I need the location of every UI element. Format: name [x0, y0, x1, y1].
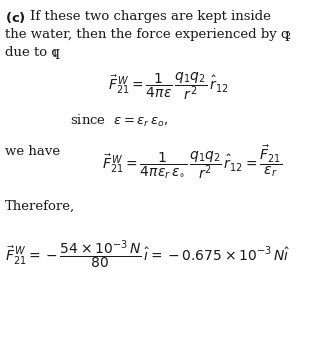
- Text: 2: 2: [284, 32, 290, 41]
- Text: $\vec{F}_{21}^{\,W} = \dfrac{1}{4\pi\varepsilon}\,\dfrac{q_1 q_2}{r^2}\,\hat{r}_: $\vec{F}_{21}^{\,W} = \dfrac{1}{4\pi\var…: [108, 70, 228, 102]
- Text: Therefore,: Therefore,: [5, 200, 75, 213]
- Text: $\mathbf{(c)}$: $\mathbf{(c)}$: [5, 10, 26, 25]
- Text: the water, then the force experienced by q: the water, then the force experienced by…: [5, 28, 290, 41]
- Text: $\vec{F}_{21}^{\,W} = -\dfrac{54\times10^{-3}\,N}{80}\,\hat{\imath} = -0.675\tim: $\vec{F}_{21}^{\,W} = -\dfrac{54\times10…: [5, 238, 290, 271]
- Text: 1: 1: [52, 50, 58, 59]
- Text: since  $\varepsilon = \varepsilon_r\,\varepsilon_{o},$: since $\varepsilon = \varepsilon_r\,\var…: [70, 113, 168, 129]
- Text: If these two charges are kept inside: If these two charges are kept inside: [30, 10, 271, 23]
- Text: $\vec{F}_{21}^{\,W} = \dfrac{1}{4\pi\varepsilon_r\,\varepsilon_{\circ}}\,\dfrac{: $\vec{F}_{21}^{\,W} = \dfrac{1}{4\pi\var…: [102, 143, 282, 181]
- Text: we have: we have: [5, 145, 60, 158]
- Text: due to q: due to q: [5, 46, 60, 59]
